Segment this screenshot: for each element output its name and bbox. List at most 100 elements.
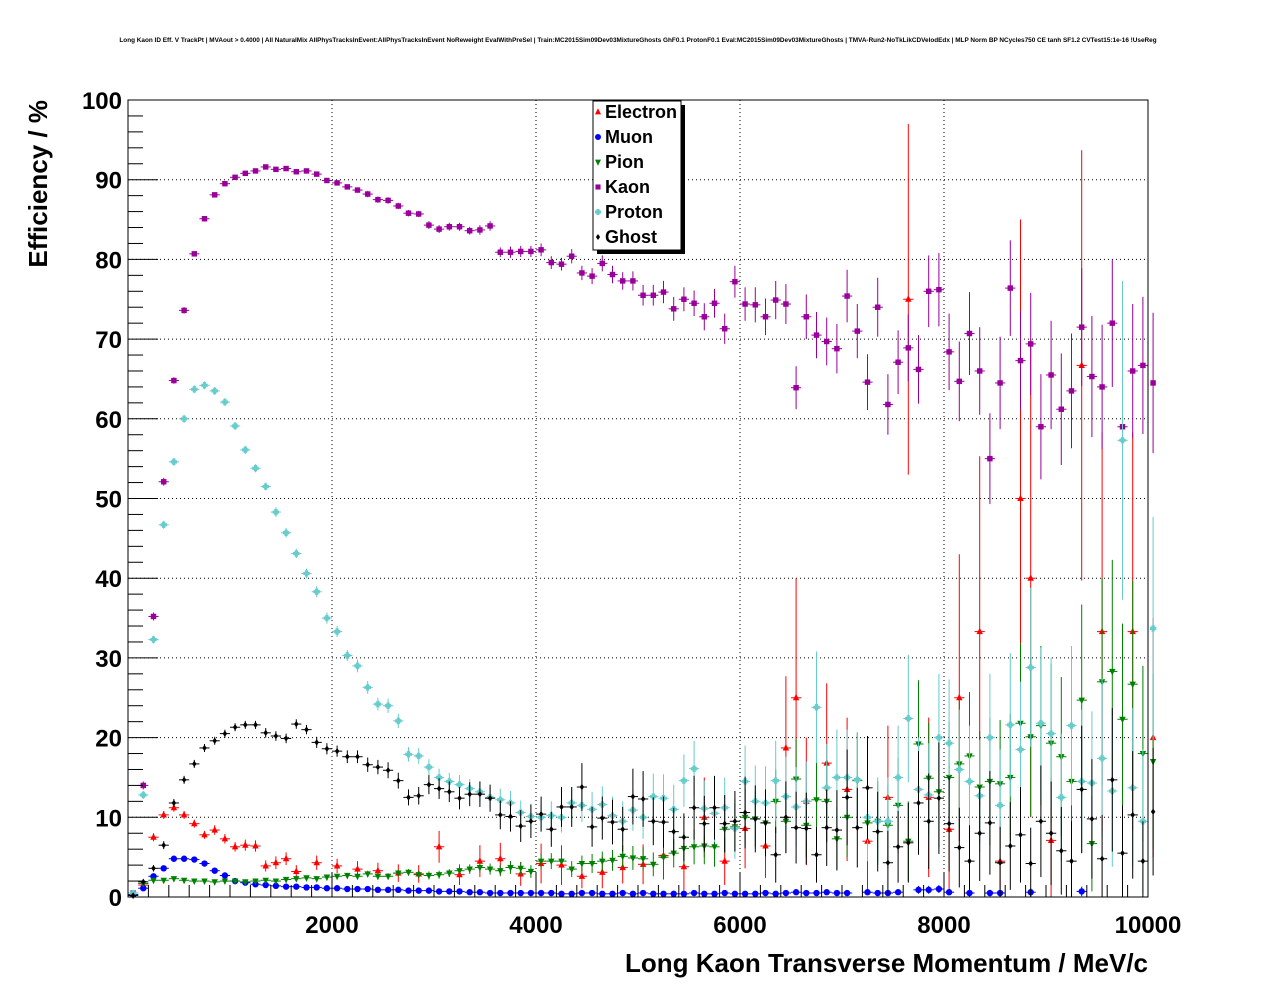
data-point [180, 415, 188, 423]
data-point [497, 249, 504, 255]
data-point [833, 774, 841, 781]
data-point [518, 822, 523, 830]
data-point [375, 763, 381, 771]
data-point [578, 889, 586, 897]
data-point [282, 854, 290, 862]
data-point [374, 873, 382, 881]
legend-entry-ghost: Ghost [605, 227, 657, 247]
data-point [345, 753, 350, 760]
data-point [1058, 406, 1065, 412]
data-point [650, 861, 657, 869]
data-point [1089, 815, 1095, 823]
data-point [854, 776, 861, 784]
data-point [588, 860, 596, 868]
data-point [202, 744, 207, 752]
series-ghost [128, 708, 1156, 899]
data-point [395, 870, 402, 878]
data-point [456, 888, 463, 895]
data-point [231, 878, 239, 886]
data-point [435, 872, 443, 879]
data-point [243, 721, 248, 729]
data-point [140, 885, 147, 892]
data-point [834, 345, 840, 352]
data-point [222, 180, 228, 187]
data-point [293, 867, 300, 875]
x-tick-label: 8000 [917, 912, 970, 939]
data-point [782, 743, 790, 751]
data-point [272, 878, 280, 886]
data-point [211, 192, 218, 198]
data-point [282, 529, 290, 536]
data-point [517, 889, 524, 897]
data-point [1150, 808, 1156, 815]
data-point [905, 715, 912, 722]
data-point [486, 866, 494, 874]
y-tick-label: 100 [82, 88, 122, 115]
data-point [1119, 716, 1126, 724]
data-point [1068, 388, 1075, 394]
data-point [793, 824, 799, 831]
data-point [711, 300, 718, 306]
data-point [609, 890, 616, 898]
data-point [160, 810, 167, 818]
data-point [966, 330, 973, 337]
data-point [466, 889, 473, 896]
data-point [323, 885, 331, 892]
data-point [231, 422, 239, 430]
data-point [435, 888, 443, 895]
data-point [497, 868, 504, 875]
data-point [946, 820, 952, 827]
data-point [333, 873, 341, 881]
data-point [803, 889, 810, 897]
data-point [660, 289, 667, 295]
data-point [272, 882, 280, 890]
data-point [997, 859, 1003, 866]
data-point [579, 270, 585, 276]
data-point [405, 210, 412, 216]
data-point [313, 588, 320, 595]
data-point [588, 889, 596, 897]
data-point [293, 550, 300, 557]
data-point [384, 873, 392, 881]
data-point [221, 872, 229, 879]
data-point [640, 795, 646, 803]
data-point [354, 885, 361, 893]
data-point [365, 761, 370, 768]
data-point [967, 857, 972, 865]
data-point [639, 856, 647, 863]
data-point [242, 170, 249, 177]
data-point [303, 168, 310, 174]
data-point [813, 797, 820, 804]
data-point [263, 729, 268, 737]
data-point [354, 873, 361, 881]
data-point [313, 884, 320, 891]
data-point [1150, 380, 1156, 386]
data-point [1048, 372, 1054, 378]
data-point [568, 866, 575, 874]
data-point [406, 794, 411, 801]
data-point [865, 784, 870, 792]
data-point [589, 823, 595, 831]
data-point [1109, 668, 1116, 676]
data-point [415, 211, 422, 217]
data-point [221, 878, 229, 886]
data-point [457, 794, 462, 802]
data-point [732, 818, 738, 825]
data-point [578, 860, 586, 868]
data-point [1078, 888, 1085, 895]
data-point [160, 479, 167, 485]
data-point [1129, 681, 1136, 689]
data-point [1017, 357, 1024, 364]
data-point [895, 843, 901, 850]
data-point [762, 889, 769, 897]
data-point [160, 877, 167, 885]
data-point [527, 868, 535, 876]
data-point [416, 792, 421, 799]
data-point [661, 818, 666, 826]
data-point [262, 483, 269, 490]
data-point [1027, 664, 1034, 671]
data-point [498, 811, 503, 819]
axes: 0 10 20 30 40 50 60 70 80 90 100 2000 4000 6000 8000 10… [82, 88, 1181, 939]
data-point [957, 844, 962, 851]
data-point [517, 248, 524, 255]
